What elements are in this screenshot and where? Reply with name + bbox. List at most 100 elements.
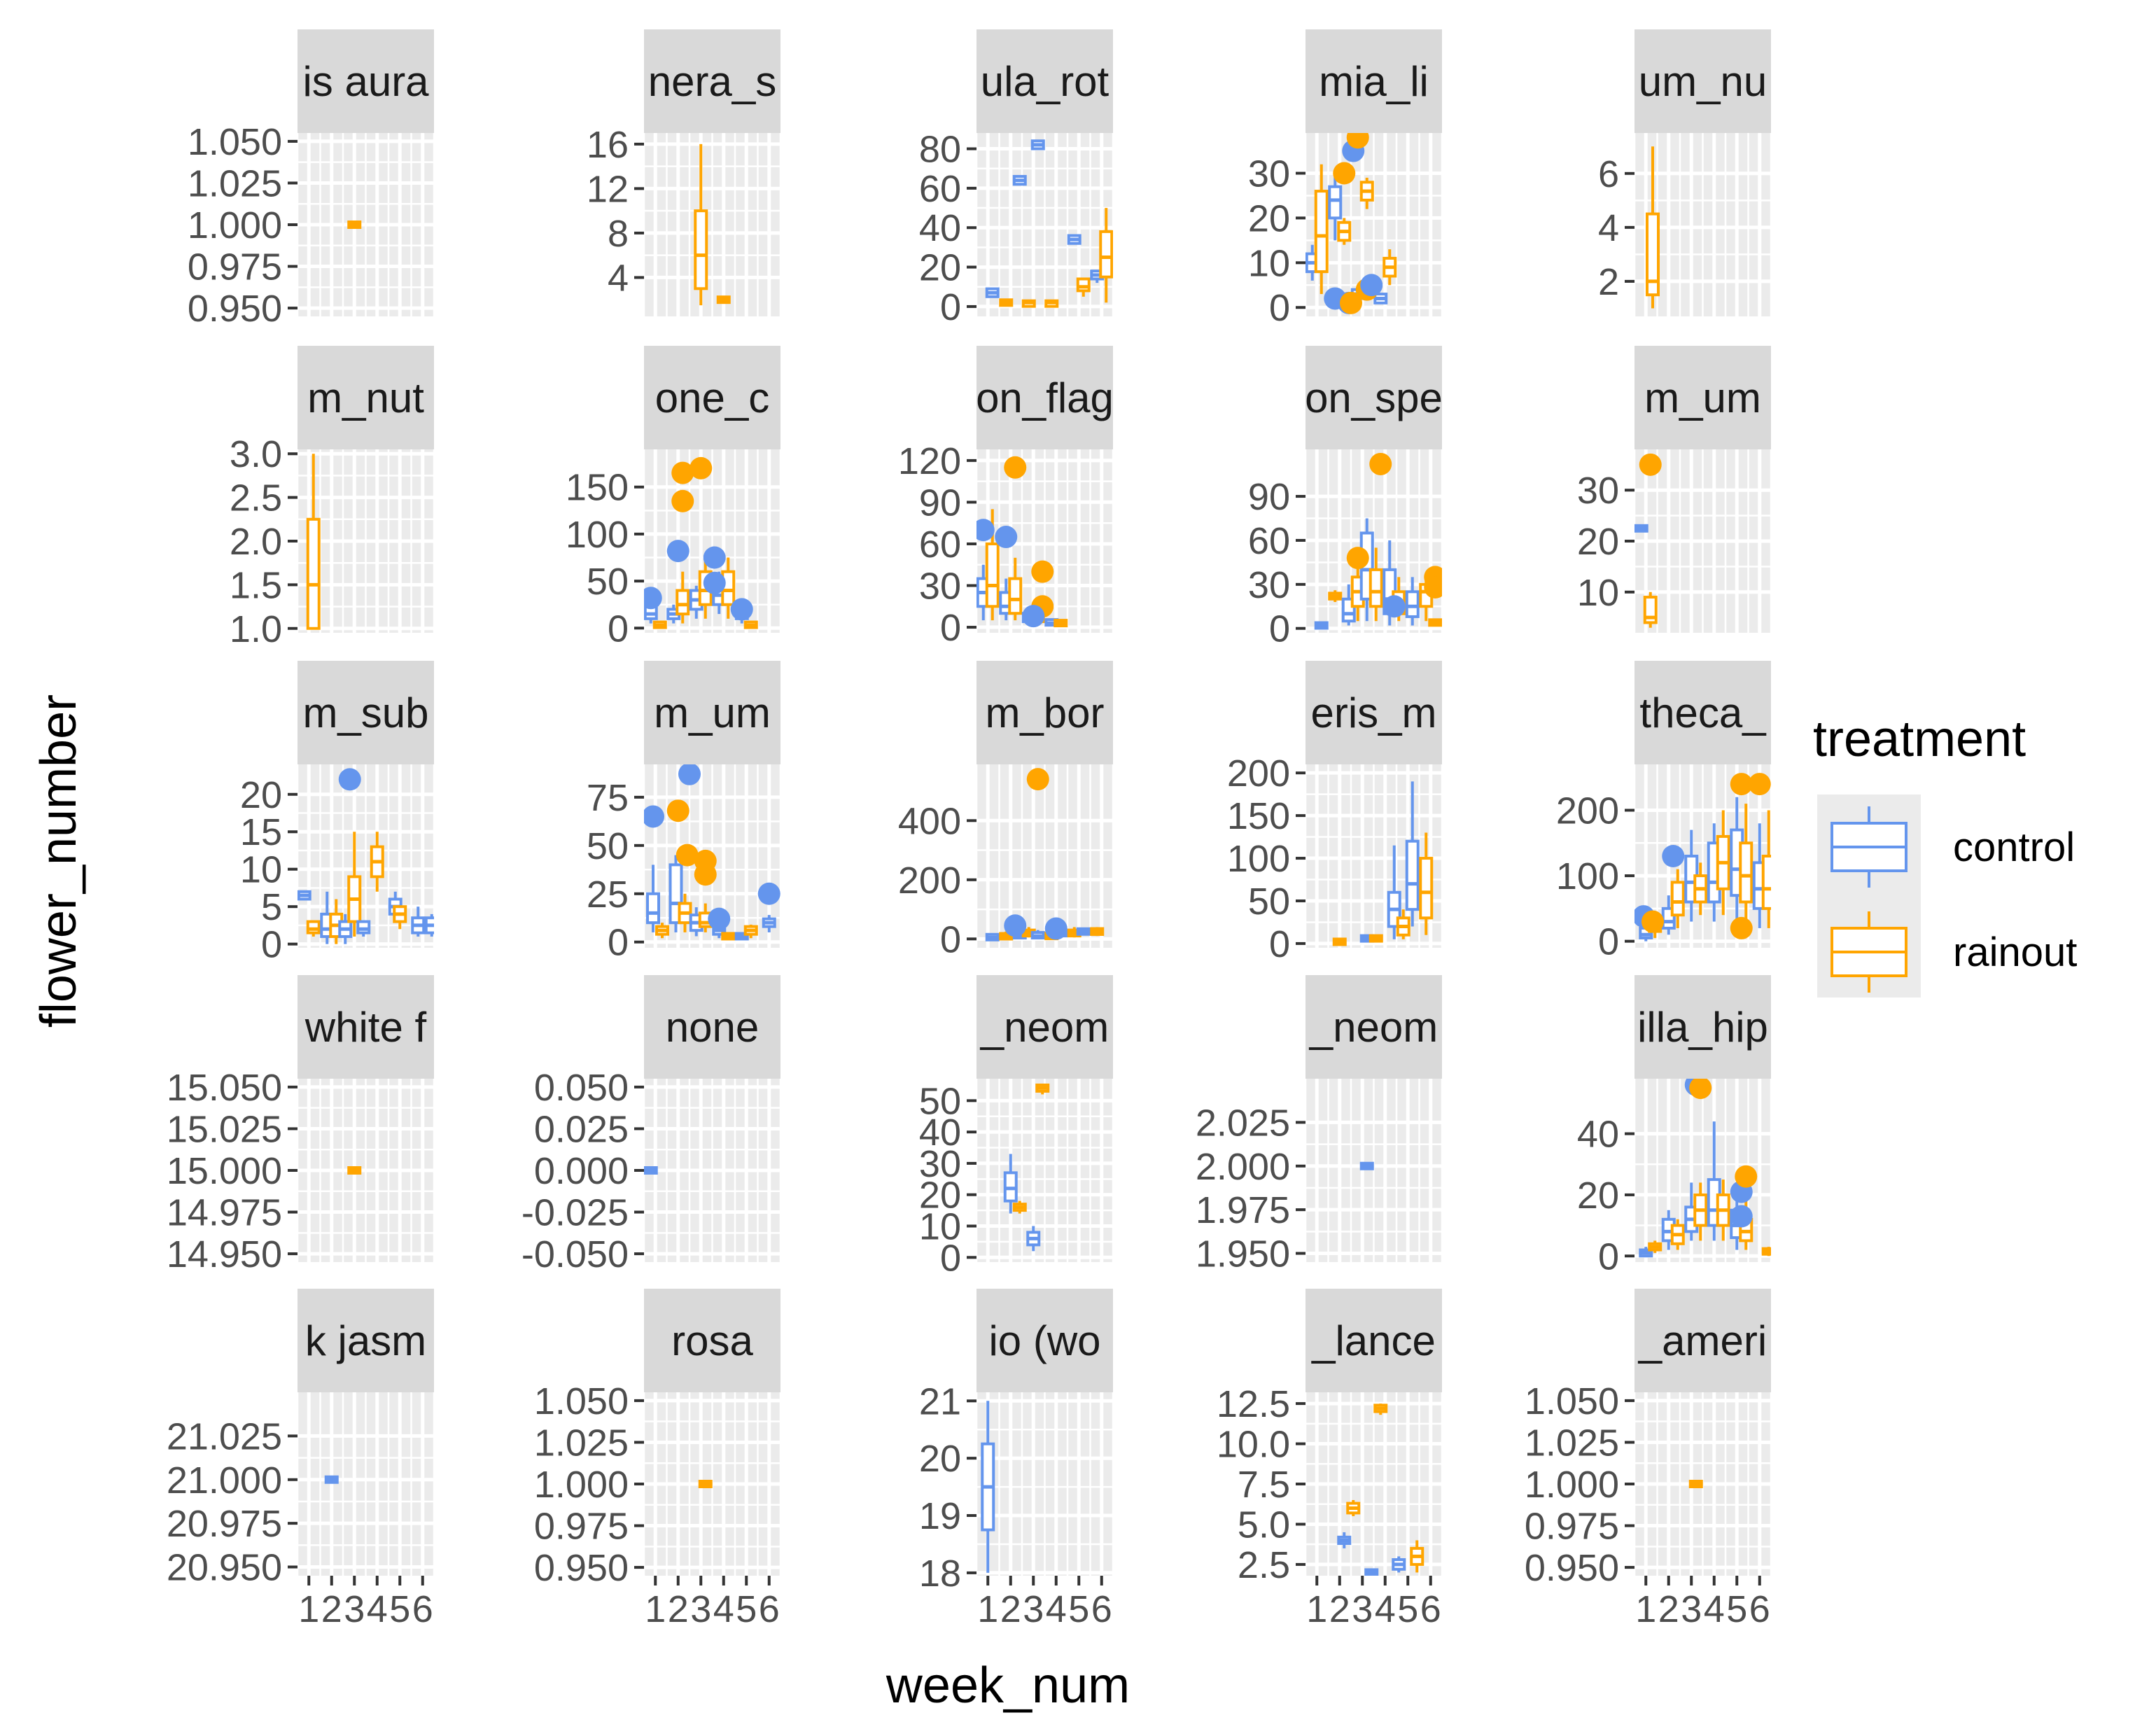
y-tick-label: 1.025 [1525, 1422, 1619, 1464]
box-rainout [1643, 592, 1658, 628]
box-rainout [694, 144, 708, 306]
y-tick-label: 0 [1269, 608, 1290, 650]
box-rainout [393, 905, 407, 930]
facet-data [698, 1480, 713, 1488]
box-control [424, 913, 434, 937]
outlier-point-rainout [1689, 1079, 1712, 1100]
y-tick-label: -0.050 [522, 1233, 629, 1275]
box-body [306, 517, 321, 630]
y-tick-label: 100 [1227, 838, 1290, 880]
box-rainout [1761, 1247, 1771, 1256]
outlier-point-rainout [1026, 768, 1049, 791]
facet-strip-label: m_sub [302, 690, 428, 736]
y-tick-label: 14.950 [167, 1233, 282, 1275]
y-tick-label: 30 [1248, 564, 1290, 606]
box-rainout [306, 454, 321, 630]
facet-strip-label: m_um [654, 690, 771, 736]
y-tick-label: 12.5 [1217, 1383, 1290, 1425]
box-control [356, 920, 371, 937]
box-control [1359, 1161, 1374, 1170]
facet-data [1314, 452, 1442, 630]
y-tick-label: 80 [919, 129, 961, 171]
x-tick-label: 3 [1352, 1588, 1373, 1630]
box-body [676, 589, 690, 616]
x-tick-label: 6 [1091, 1588, 1112, 1630]
facet-strip [644, 661, 780, 764]
box-rainout [1693, 862, 1708, 916]
y-tick-label: 15.000 [167, 1150, 282, 1192]
outlier-point-control [666, 540, 690, 563]
box-rainout [1021, 299, 1036, 308]
facet-data [976, 456, 1068, 628]
outlier-point-rainout [671, 461, 694, 484]
y-axis-title: flower_number [31, 694, 87, 1028]
y-tick-label: 400 [898, 800, 961, 842]
outlier-point-control [1382, 595, 1406, 618]
facet-strip-label: nera_s [648, 58, 776, 105]
box-rainout [1693, 1182, 1708, 1241]
box-control [1364, 1568, 1379, 1576]
y-tick-label: 40 [1577, 1114, 1619, 1156]
box-control [1067, 234, 1082, 245]
box-control [1026, 1226, 1041, 1252]
facet-data [644, 764, 780, 941]
legend-label-rainout: rainout [1953, 930, 2077, 975]
y-tick-label: 60 [919, 524, 961, 566]
box-body [1314, 190, 1329, 274]
outlier-point-control [644, 805, 664, 828]
box-control [1314, 621, 1329, 630]
outlier-point-rainout [671, 489, 694, 512]
box-control [1030, 930, 1045, 940]
facet-strip [1634, 661, 1771, 764]
y-tick-label: 0.950 [1525, 1547, 1619, 1589]
box-rainout [716, 295, 731, 304]
y-tick-label: 30 [1577, 470, 1619, 512]
x-tick-label: 6 [759, 1588, 780, 1630]
box-rainout [1739, 804, 1754, 922]
box-rainout [1008, 557, 1023, 621]
box-control [644, 1166, 658, 1175]
facet-strip-label: none [666, 1004, 759, 1051]
facet-strip [1634, 975, 1771, 1079]
facet-data [347, 1166, 362, 1175]
facet-panel: m_um 10 20 30 [1577, 346, 1772, 633]
outlier-point-control [1730, 1205, 1753, 1228]
facet-strip-label: m_nut [307, 374, 424, 421]
box-control [1076, 927, 1091, 936]
facet-strip [1306, 29, 1442, 133]
box-rainout [1359, 177, 1374, 209]
box-control [411, 906, 426, 937]
y-tick-label: 150 [566, 467, 629, 509]
outlier-point-rainout [1730, 773, 1753, 796]
y-tick-label: 1.5 [230, 564, 282, 606]
outlier-point-control [976, 519, 995, 542]
outlier-point-control [708, 907, 731, 930]
facet-strip-label: on_spe [1305, 374, 1443, 421]
box-rainout [1368, 934, 1383, 943]
outlier-point-rainout [1730, 916, 1753, 939]
outlier-point-control [1360, 274, 1383, 297]
x-tick-label: 4 [713, 1588, 734, 1630]
facet-data [644, 456, 758, 629]
facet-data [347, 220, 362, 229]
y-tick-label: 200 [898, 860, 961, 902]
y-tick-label: 200 [1556, 790, 1619, 832]
y-tick-label: 20 [1577, 521, 1619, 563]
box-body [1419, 857, 1434, 920]
facet-data [1634, 453, 1662, 628]
facet-strip [1306, 661, 1442, 764]
facet-strip [976, 661, 1113, 764]
box-body [694, 209, 708, 290]
x-tick-label: 6 [412, 1588, 433, 1630]
outlier-point-control [757, 882, 780, 905]
y-tick-label: 20 [240, 774, 282, 816]
y-tick-label: 21.025 [167, 1415, 282, 1457]
box-rainout [1099, 208, 1113, 303]
box-body [1761, 855, 1771, 910]
y-tick-label: 75 [587, 777, 629, 819]
box-rainout [1396, 909, 1410, 939]
x-tick-label: 1 [977, 1588, 998, 1630]
facet-panel: illa_hip 0 20 40 [1577, 975, 1772, 1278]
